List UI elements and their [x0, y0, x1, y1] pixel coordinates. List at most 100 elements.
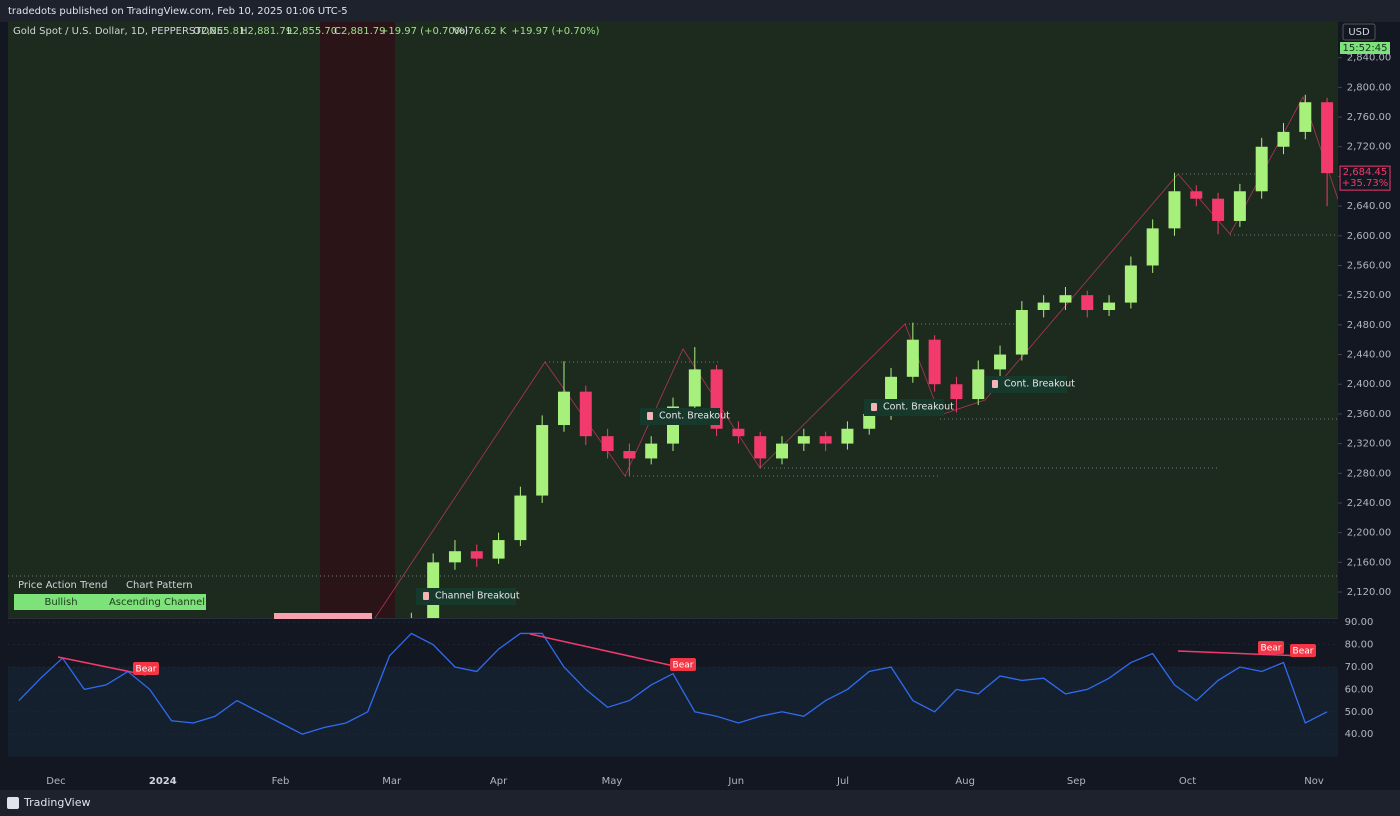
overlay: Bear Bear Bear Bear Cont. Breakout Cont. Brea…: [57, 376, 1316, 676]
breakout-label: Channel Breakout: [435, 591, 520, 602]
last-price: 2,684.45: [1343, 167, 1388, 178]
bear-tag: [670, 658, 696, 671]
candle-body: [797, 436, 810, 444]
y-tick-label: 2,840.00: [1347, 53, 1392, 64]
candle-body: [754, 436, 767, 459]
candle-body: [1015, 310, 1028, 355]
candle-body: [470, 551, 483, 559]
candle-body: [1321, 102, 1334, 174]
last-price-box: [1339, 165, 1391, 191]
y-tick-label: 80.00: [1345, 640, 1374, 651]
ohlc-value: 2,881.79: [248, 26, 293, 37]
price-pane: [8, 22, 1338, 618]
candle-body: [601, 436, 614, 452]
breakout-icon: [423, 592, 429, 600]
y-tick-label: 90.00: [1345, 617, 1374, 628]
candle-body: [1212, 198, 1225, 221]
candle-body: [950, 384, 963, 400]
divergence-line: [57, 656, 147, 676]
y-tick-label: 2,240.00: [1347, 498, 1392, 509]
vol-label: Vol: [453, 26, 468, 37]
candle-body: [623, 451, 636, 459]
candle-body: [841, 428, 854, 444]
y-tick-label: 2,520.00: [1347, 290, 1392, 301]
change: +19.97 (+0.70%): [380, 26, 468, 37]
candle-body: [1146, 228, 1159, 266]
symbol: Gold Spot / U.S. Dollar, 1D, PEPPERSTONE: [13, 26, 223, 37]
price-axis: [1338, 22, 1400, 770]
publisher: tradedots published on TradingView.com, …: [8, 6, 348, 17]
ohlc-value: 2,855.70: [293, 26, 338, 37]
candle-body: [906, 339, 919, 377]
ohlc-key: O: [193, 26, 201, 37]
x-tick-label: Nov: [1304, 776, 1324, 787]
breakout-tag: [864, 399, 944, 416]
breakout-icon: [992, 380, 998, 388]
y-tick-label: 60.00: [1345, 684, 1374, 695]
y-tick-label: 2,360.00: [1347, 409, 1392, 420]
breakout-label: Cont. Breakout: [1004, 379, 1075, 390]
ohlc-key: C: [334, 26, 341, 37]
breakout-tag: [985, 376, 1067, 393]
divergence-line: [1177, 650, 1304, 657]
last-change: +35.73%: [1342, 178, 1389, 189]
ohlc-key: H: [240, 26, 248, 37]
table-cell: Bullish: [44, 597, 77, 608]
x-tick-label: May: [602, 776, 623, 787]
candle-body: [1190, 191, 1203, 199]
candle-body: [645, 443, 658, 459]
x-tick-label: Aug: [955, 776, 975, 787]
bear-label: Bear: [673, 661, 694, 671]
y-tick-label: 2,760.00: [1347, 112, 1392, 123]
breakout-icon: [647, 412, 653, 420]
rsi-plot: [8, 621, 1338, 757]
ohlc-value: 2,855.81: [201, 26, 246, 37]
bear-label: Bear: [136, 665, 157, 675]
footer: TradingView: [23, 796, 90, 809]
candle-body: [710, 369, 723, 429]
rsi-line: [18, 632, 1328, 735]
x-tick-label: Sep: [1067, 776, 1086, 787]
x-tick-label: 2024: [149, 776, 177, 787]
candle-body: [1059, 295, 1072, 303]
x-tick-label: Mar: [382, 776, 402, 787]
bear-label: Bear: [1293, 647, 1314, 657]
candle-body: [1255, 146, 1268, 192]
x-tick-label: Oct: [1179, 776, 1196, 787]
currency-box: [1342, 23, 1376, 41]
table-row: [14, 594, 206, 610]
candle-body: [994, 354, 1007, 370]
top-bar: [0, 0, 1400, 22]
y-tick-label: 2,400.00: [1347, 379, 1392, 390]
x-tick-label: Jun: [727, 776, 744, 787]
ohlc-key: L: [287, 26, 293, 37]
candle-body: [688, 369, 701, 407]
y-tick-label: 2,480.00: [1347, 320, 1392, 331]
bear-tag: [1258, 641, 1284, 654]
vol: 76.62 K: [468, 26, 507, 37]
candle-body: [579, 391, 592, 437]
candle-body: [1168, 191, 1181, 229]
candle-body: [492, 540, 505, 559]
candle-body: [536, 425, 549, 496]
candle-body: [732, 428, 745, 437]
logo: [7, 797, 19, 809]
candle-body: [928, 339, 941, 385]
candle-body: [557, 391, 570, 426]
candle-body: [1124, 265, 1137, 303]
candle-body: [1277, 131, 1290, 147]
y-tick-label: 2,200.00: [1347, 528, 1392, 539]
breakout-icon: [871, 403, 877, 411]
candle-body: [667, 406, 679, 444]
bear-label: Bear: [1261, 644, 1282, 654]
vol-change: +19.97 (+0.70%): [511, 26, 599, 37]
candle-body: [863, 413, 876, 429]
candle-body: [1299, 102, 1312, 132]
x-tick-label: Jul: [836, 776, 849, 787]
candle-body: [1103, 302, 1116, 311]
candle-body: [1233, 191, 1246, 221]
y-tick-label: 40.00: [1345, 729, 1374, 740]
bear-tag: [133, 662, 159, 675]
table-header: Price Action Trend: [18, 580, 107, 591]
